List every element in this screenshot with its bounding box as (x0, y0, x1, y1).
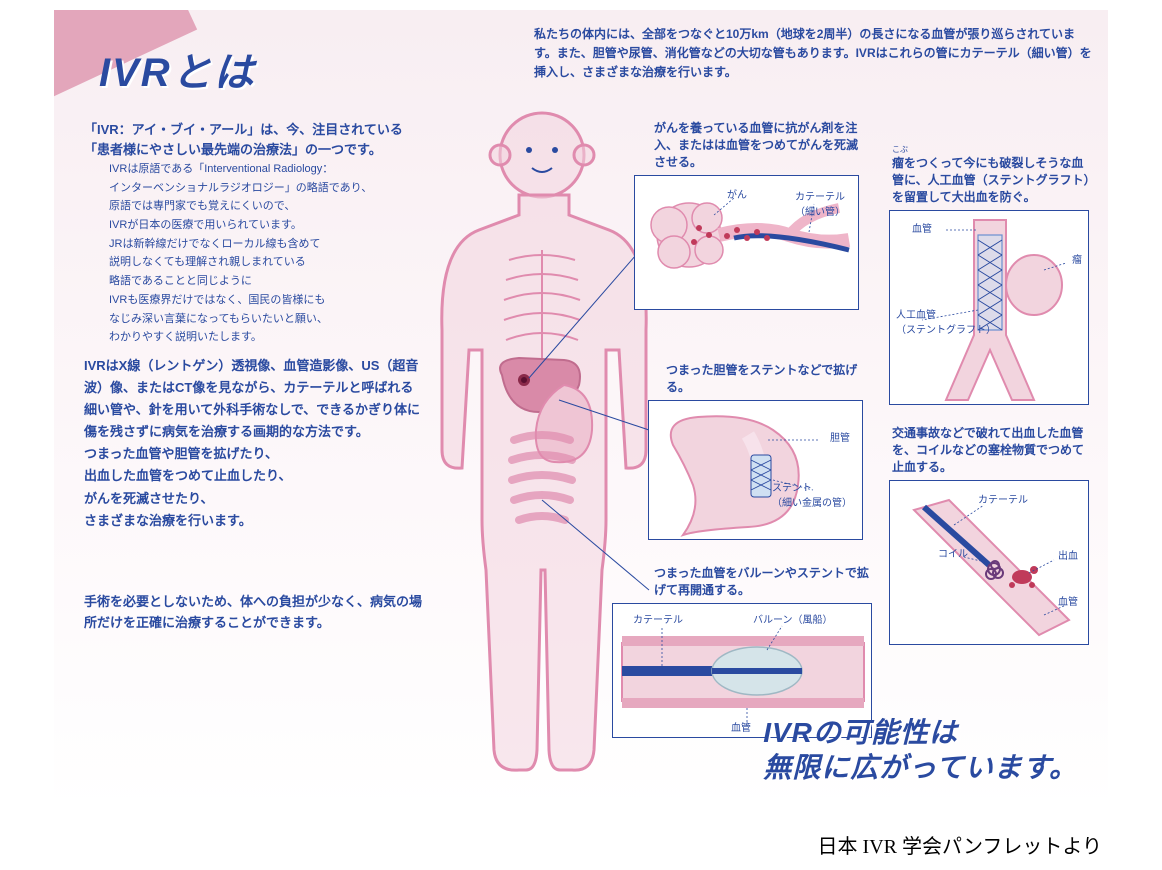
line: 原語では専門家でも覚えにくいので、 (109, 197, 414, 216)
coil-catheter-label: カテーテル (978, 491, 1028, 506)
coil-diagram: カテーテル コイル 出血 血管 (889, 480, 1089, 645)
method-paragraph: IVRはX線（レントゲン）透視像、血管造影像、US（超音波）像、またはCT像を見… (84, 355, 424, 532)
source-credit: 日本 IVR 学会パンフレットより (818, 830, 1102, 859)
page-title: IVRとは (99, 40, 256, 98)
bleed-label: 出血 (1058, 547, 1078, 562)
bile-caption: つまった胆管をステントなどで拡げる。 (666, 362, 866, 396)
aneurysm-label: 瘤 (1072, 251, 1082, 266)
line: 説明しなくても理解され親しまれている (109, 253, 414, 272)
explanation-body: IVRは原語である「Interventional Radiology： インター… (109, 160, 414, 347)
cancer-diagram: がん カテーテル （細い管） (634, 175, 859, 310)
stentgraft-caption: 瘤をつくって今にも破裂しそうな血管に、人工血管（ステントグラフト）を留置して大出… (892, 155, 1092, 205)
balloon-label: バルーン（風船） (753, 611, 833, 626)
ruby-kobu: こぶ (892, 144, 908, 155)
bile-diagram: 胆管 ステント （細い金属の管） (648, 400, 863, 540)
balloon-vessel-label: 血管 (731, 719, 751, 734)
line: 略語であることと同じように (109, 272, 414, 291)
cancer-caption: がんを養っている血管に抗がん剤を注入、またはは血管をつめてがんを死滅させる。 (654, 120, 864, 170)
balloon-catheter-label: カテーテル (633, 611, 683, 626)
lead-paragraph: 「IVR：アイ・ブイ・アール」は、今、注目されている「患者様にやさしい最先端の治… (84, 120, 414, 159)
infographic-page: IVRとは 私たちの体内には、全部をつなぐと10万km（地球を2周半）の長さにな… (54, 10, 1108, 810)
slogan: IVRの可能性は 無限に広がっています。 (763, 715, 1078, 785)
line: IVRも医療界だけではなく、国民の皆様にも (109, 291, 414, 310)
coil-label: コイル (938, 545, 968, 560)
cancer-label: がん (727, 186, 747, 201)
line: JRは新幹線だけでなくローカル線も含めて (109, 235, 414, 254)
line: インターベンショナルラジオロジー」の略語であり、 (109, 179, 414, 198)
line: なじみ深い言葉になってもらいたいと願い、 (109, 310, 414, 329)
line: IVRは原語である「Interventional Radiology： (109, 160, 414, 179)
balloon-caption: つまった血管をバルーンやステントで拡げて再開通する。 (654, 565, 874, 599)
intro-paragraph: 私たちの体内には、全部をつなぐと10万km（地球を2周半）の長さになる血管が張り… (534, 25, 1094, 83)
stentgraft-diagram: 血管 瘤 人工血管 （ステントグラフト） (889, 210, 1089, 405)
line: IVRが日本の医療で用いられています。 (109, 216, 414, 235)
benefit-paragraph: 手術を必要としないため、体への負担が少なく、病気の場所だけを正確に治療することが… (84, 592, 424, 634)
catheter-label: カテーテル （細い管） (795, 188, 845, 218)
coil-vessel-label: 血管 (1058, 593, 1078, 608)
bile-label: 胆管 (830, 429, 850, 444)
line: わかりやすく説明いたします。 (109, 328, 414, 347)
graft-label: 人工血管 （ステントグラフト） (896, 306, 996, 336)
stent-label: ステント （細い金属の管） (772, 479, 852, 509)
coil-caption: 交通事故などで破れて出血した血管を、コイルなどの塞栓物質でつめて止血する。 (892, 425, 1092, 475)
vessel-label: 血管 (912, 220, 932, 235)
